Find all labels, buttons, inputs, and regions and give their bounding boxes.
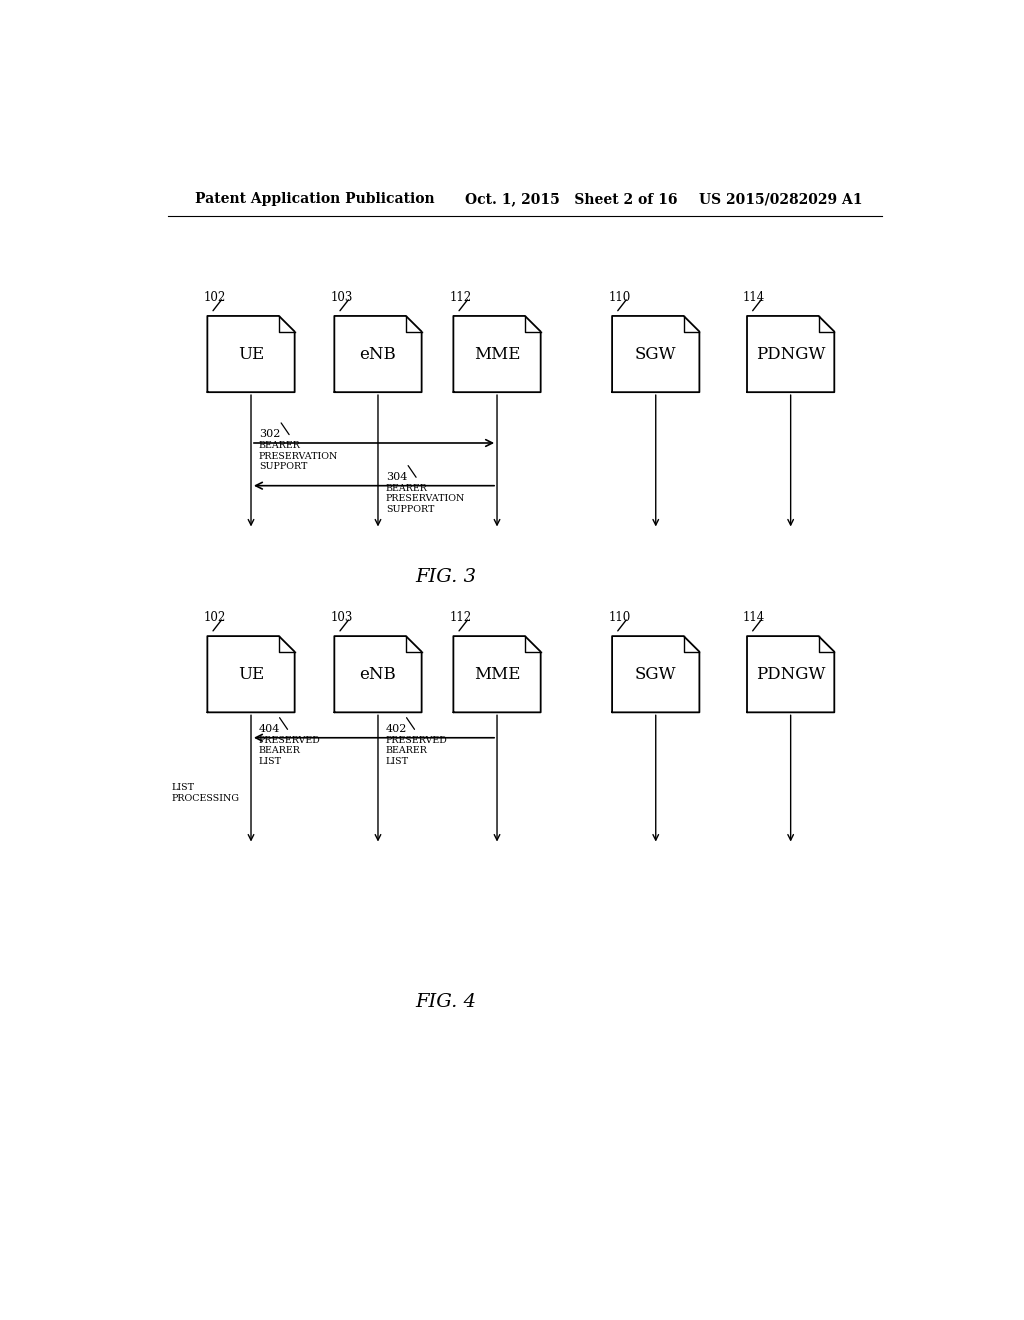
Text: eNB: eNB	[359, 665, 396, 682]
Text: 110: 110	[608, 611, 631, 624]
Text: 114: 114	[743, 611, 765, 624]
Text: UE: UE	[238, 665, 264, 682]
Text: FIG. 3: FIG. 3	[415, 568, 476, 586]
Text: 102: 102	[204, 290, 225, 304]
Text: UE: UE	[238, 346, 264, 363]
Text: SGW: SGW	[635, 665, 677, 682]
Text: Oct. 1, 2015   Sheet 2 of 16: Oct. 1, 2015 Sheet 2 of 16	[465, 191, 678, 206]
Text: 102: 102	[204, 611, 225, 624]
Text: 112: 112	[450, 611, 471, 624]
Text: LIST
PROCESSING: LIST PROCESSING	[172, 784, 240, 804]
Text: MME: MME	[474, 665, 520, 682]
Text: Patent Application Publication: Patent Application Publication	[196, 191, 435, 206]
Text: eNB: eNB	[359, 346, 396, 363]
Text: 103: 103	[331, 611, 352, 624]
Text: 114: 114	[743, 290, 765, 304]
Text: 304: 304	[386, 471, 408, 482]
Text: BEARER
PRESERVATION
SUPPORT: BEARER PRESERVATION SUPPORT	[259, 441, 338, 471]
Text: 302: 302	[259, 429, 281, 440]
Text: 402: 402	[386, 723, 408, 734]
Text: MME: MME	[474, 346, 520, 363]
Text: 404: 404	[259, 723, 281, 734]
Text: BEARER
PRESERVATION
SUPPORT: BEARER PRESERVATION SUPPORT	[386, 483, 465, 515]
Text: US 2015/0282029 A1: US 2015/0282029 A1	[699, 191, 863, 206]
Text: PRESERVED
BEARER
LIST: PRESERVED BEARER LIST	[386, 735, 447, 766]
Text: SGW: SGW	[635, 346, 677, 363]
Text: FIG. 4: FIG. 4	[415, 993, 476, 1011]
Text: PDNGW: PDNGW	[756, 665, 825, 682]
Text: PRESERVED
BEARER
LIST: PRESERVED BEARER LIST	[259, 735, 321, 766]
Text: 112: 112	[450, 290, 471, 304]
Text: 110: 110	[608, 290, 631, 304]
Text: PDNGW: PDNGW	[756, 346, 825, 363]
Text: 103: 103	[331, 290, 352, 304]
